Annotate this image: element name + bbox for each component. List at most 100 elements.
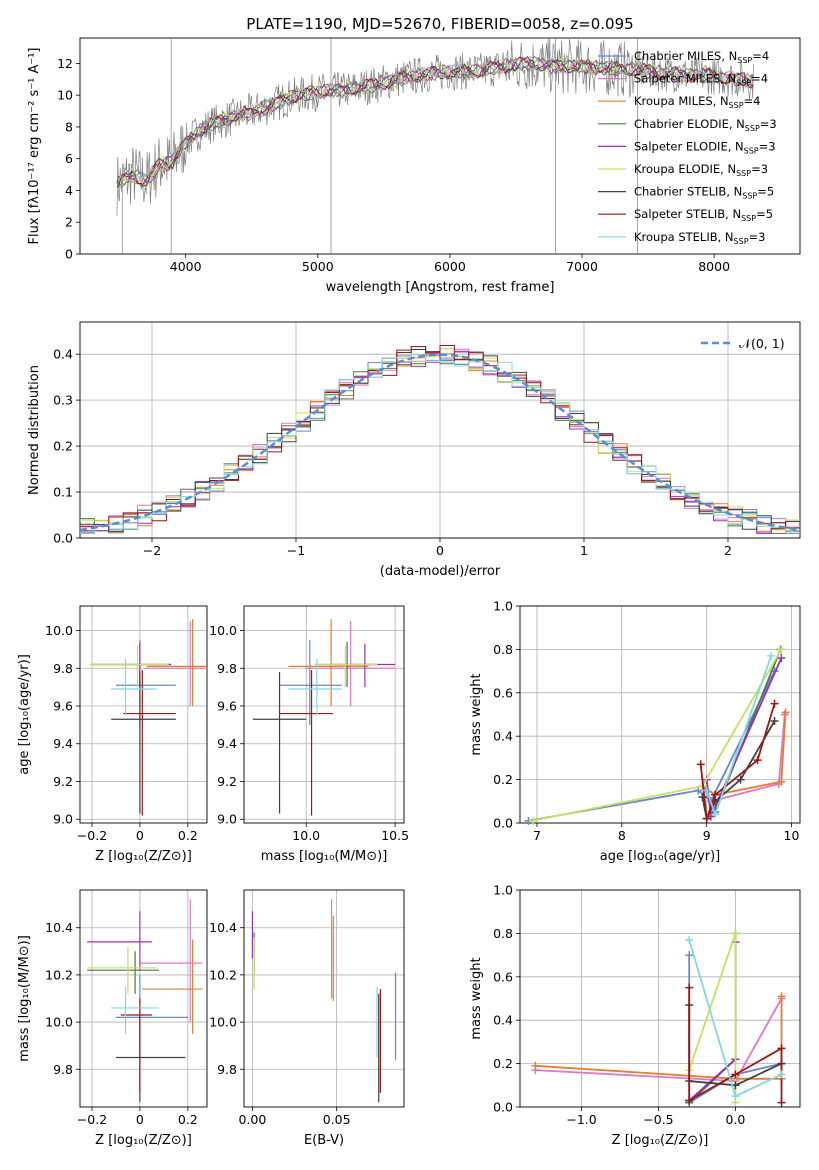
y-tick-label: 0.0 [493,816,513,831]
y-axis-label: mass weight [469,673,484,755]
y-tick-label: 0.0 [493,1100,513,1115]
series-marker [778,1044,786,1052]
x-tick-label: 8 [618,828,626,843]
y-tick-label: 10.0 [45,623,73,638]
y-tick-label: 0 [65,247,73,262]
panel-weight-vs-age: 7 8 9 10 0.0 0.2 0.4 0.6 0.8 1.0 age [log₁₀(age/yr… [469,599,800,865]
x-axis-label: age [log₁₀(age/yr)] [600,849,721,864]
axes-frame [244,606,404,823]
figure: PLATE=1190, MJD=52670, FIBERID=0058, z=0… [0,0,819,1170]
x-tick-label: 10 [784,828,800,843]
x-tick-label: 0.0 [725,1112,745,1127]
y-tick-label: 9.8 [217,1062,237,1077]
legend-label: 𝒩(0, 1) [739,336,785,351]
series-marker [685,936,693,944]
y-tick-label: 10 [57,88,73,103]
series-line [702,715,784,802]
x-tick-label: 0 [136,828,144,843]
y-tick-label: 1.0 [493,599,513,614]
x-tick-label: 7 [533,828,541,843]
series-marker [767,652,775,660]
x-tick-label: 0.2 [178,1112,198,1127]
y-tick-label: 0.8 [493,642,513,657]
y-tick-label: 9.8 [217,661,237,676]
series-marker [731,1092,739,1100]
x-axis-label: wavelength [Angstrom, rest frame] [326,280,555,295]
figure-title: PLATE=1190, MJD=52670, FIBERID=0058, z=0… [246,15,633,33]
y-tick-label: 9.4 [217,736,237,751]
x-tick-label: 8000 [698,259,730,274]
x-axis-label: E(B-V) [304,1133,344,1148]
legend-label: Salpeter ELODIE, NSSP=3 [634,139,776,155]
panel-spectrum: 4000 5000 6000 7000 8000024681012wavelength … [27,38,800,295]
x-tick-label: −0.2 [77,1112,107,1127]
y-tick-label: 9.0 [217,812,237,827]
x-tick-label: 4000 [170,259,202,274]
y-tick-label: 0.4 [493,729,513,744]
legend-label: Chabrier STELIB, NSSP=5 [634,185,774,201]
panel-weight-vs-Z: −1.0 −0.5 0.0 0.0 0.2 0.4 0.6 0.8 1.0 Z [log₁₀(Z/… [469,883,800,1149]
y-tick-label: 9.6 [53,699,73,714]
y-tick-label: 4 [65,183,73,198]
y-axis-label: Normed distribution [27,365,42,495]
series-line [529,671,775,821]
series-marker [697,760,705,768]
y-axis-label: age [log₁₀(age/yr)] [17,654,32,775]
y-tick-label: 10.0 [209,623,237,638]
series-marker [731,929,739,937]
panel-age-vs-Z: −0.2 0 0.2 9.0 9.2 9.4 9.6 9.8 10.0 Z [log₁₀(Z/Z⊙… [17,606,207,864]
x-tick-label: 0.05 [323,1112,351,1127]
y-tick-label: 1.0 [493,883,513,898]
x-tick-label: 10.5 [381,828,409,843]
panel-residuals: −2 −1 0 1 20.00.10.20.30.4(data-model)/error… [27,322,800,579]
y-tick-label: 10.0 [45,1015,73,1030]
y-tick-label: 0.4 [493,1013,513,1028]
y-tick-label: 0.2 [493,1056,513,1071]
y-tick-label: 10.2 [45,967,73,982]
legend-label: Kroupa MILES, NSSP=4 [634,94,760,110]
panel-mass-vs-EBV: 0.00 0.05 9.8 10.0 10.2 10.4 E(B-V) [209,890,404,1148]
series-marker [685,984,693,992]
x-axis-label: Z [log₁₀(Z/Z⊙)] [95,1133,192,1148]
series-marker [529,817,537,825]
y-tick-label: 9.8 [53,661,73,676]
x-tick-label: −1.0 [566,1112,596,1127]
series-marker [771,717,779,725]
x-tick-label: 9 [703,828,711,843]
x-tick-label: 5000 [302,259,334,274]
series-marker [531,1062,539,1070]
y-tick-label: 0.6 [493,685,513,700]
y-axis-label: Flux [fλ10⁻¹⁷ erg cm⁻² s⁻¹ A⁻¹] [27,48,42,245]
x-tick-label: 10.0 [292,828,320,843]
y-tick-label: 0.2 [53,439,73,454]
series-marker [771,700,779,708]
y-tick-label: 2 [65,215,73,230]
x-axis-label: mass [log₁₀(M/M⊙)] [261,849,388,864]
y-tick-label: 10.2 [209,967,237,982]
y-tick-label: 10.4 [45,920,73,935]
y-tick-label: 12 [57,56,73,71]
y-tick-label: 0.3 [53,393,73,408]
series-line [702,721,774,819]
y-tick-label: 9.2 [53,774,73,789]
x-tick-label: −0.2 [77,828,107,843]
y-tick-label: 9.2 [217,774,237,789]
x-tick-label: 1 [580,543,588,558]
y-tick-label: 0.2 [493,772,513,787]
legend-label: Kroupa STELIB, NSSP=3 [634,230,765,246]
x-axis-label: Z [log₁₀(Z/Z⊙)] [612,1133,709,1148]
legend-label: Kroupa ELODIE, NSSP=3 [634,162,768,178]
legend-label: Chabrier ELODIE, NSSP=3 [634,117,777,133]
x-tick-label: −1 [287,543,305,558]
x-tick-label: −0.5 [643,1112,673,1127]
y-tick-label: 0.1 [53,485,73,500]
y-tick-label: 0.6 [493,969,513,984]
y-tick-label: 0.4 [53,347,73,362]
axes-frame [520,606,800,823]
y-tick-label: 9.8 [53,1062,73,1077]
y-tick-label: 0.0 [53,531,73,546]
legend-label: Salpeter STELIB, NSSP=5 [634,207,773,223]
x-tick-label: 7000 [566,259,598,274]
x-tick-label: 6000 [434,259,466,274]
y-axis-label: mass [log₁₀(M/M⊙)] [17,935,32,1062]
